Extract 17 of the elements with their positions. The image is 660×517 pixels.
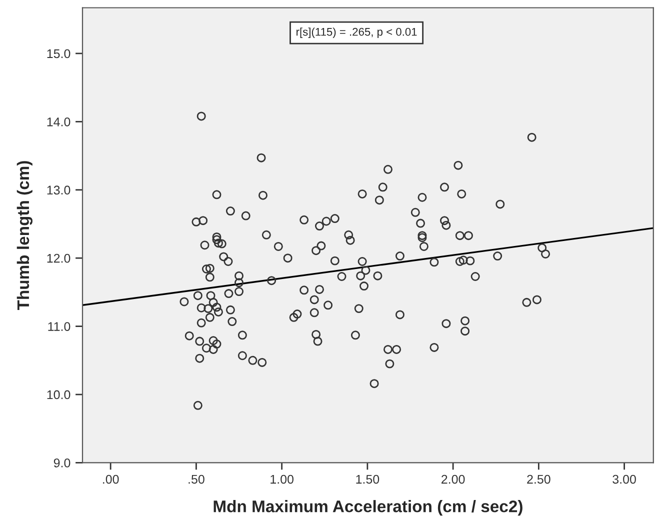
x-tick-label: .50 <box>188 474 204 484</box>
y-tick-label: 10.0 <box>47 390 70 400</box>
x-tick-label: .00 <box>103 474 119 484</box>
x-tick-label: 1.00 <box>270 474 294 484</box>
y-axis-title: Thumb length (cm) <box>16 161 32 310</box>
x-axis-title: Mdn Maximum Acceleration (cm / sec2) <box>214 500 522 516</box>
y-tick-label: 15.0 <box>47 49 70 58</box>
x-tick-label: 1.50 <box>356 474 380 484</box>
y-tick-label: 12.0 <box>47 254 70 263</box>
x-tick-label: 2.50 <box>527 474 550 484</box>
x-tick-label: 3.00 <box>612 474 636 484</box>
y-tick-label: 14.0 <box>47 117 70 126</box>
annotation: r[s](115) = .265, p < 0.01 <box>296 28 417 38</box>
y-tick-label: 9.0 <box>54 458 70 468</box>
x-tick-label: 2.00 <box>442 474 465 484</box>
y-tick-label: 11.0 <box>48 322 70 331</box>
y-tick-label: 13.0 <box>47 186 70 195</box>
